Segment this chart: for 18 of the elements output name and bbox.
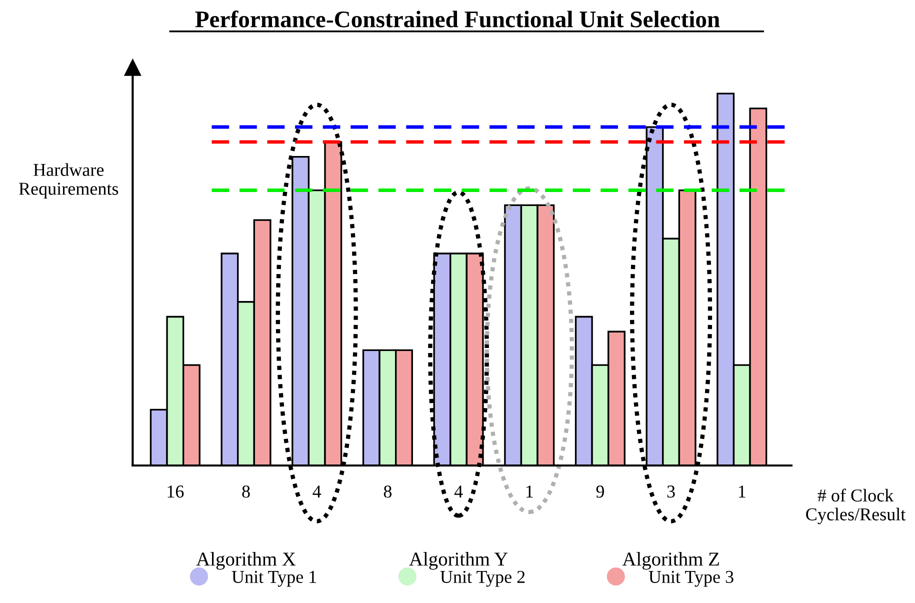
text: Algorithm Y xyxy=(409,552,508,570)
legend-label: Unit Type 1 xyxy=(232,570,316,587)
x-tick-label: 8 xyxy=(242,485,250,498)
x-tick-label: 4 xyxy=(312,486,322,498)
chart-title: Performance-Constrained Functional Unit Selection xyxy=(195,10,720,28)
y-axis-title: Hardware Requirements xyxy=(19,163,118,199)
x-tick-label: 3 xyxy=(667,486,675,498)
text: Algorithm Z xyxy=(622,552,719,570)
x-tick-label: 1 xyxy=(738,486,746,498)
x-tick-label: 16 xyxy=(168,486,184,498)
legend-label: Unit Type 3 xyxy=(648,570,734,587)
text: Algorithm X xyxy=(196,552,296,570)
x-tick-label: 4 xyxy=(454,486,463,498)
x-tick-label: 1 xyxy=(526,486,533,498)
x-tick-label: 9 xyxy=(596,486,604,498)
legend-label: Unit Type 2 xyxy=(440,570,525,587)
x-tick-label: 8 xyxy=(384,485,392,498)
x-axis-title: # of Clock Cycles/Result xyxy=(806,488,906,524)
